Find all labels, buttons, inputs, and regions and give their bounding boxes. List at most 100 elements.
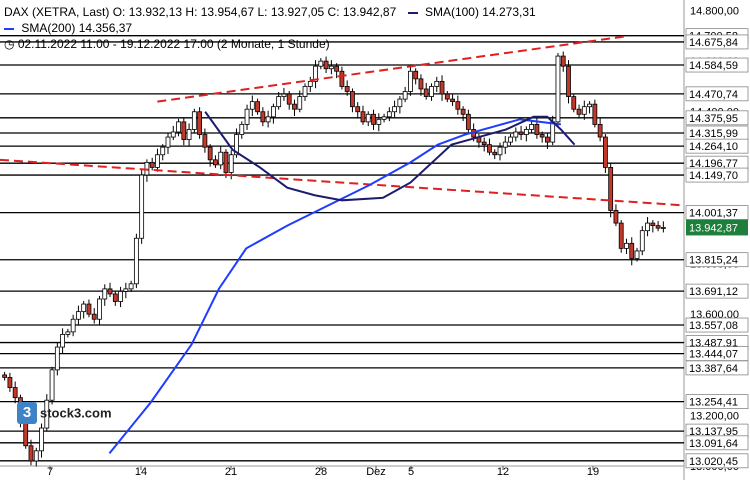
level-label: 14.315,99 <box>689 128 738 140</box>
candle-body <box>408 70 413 92</box>
candle-body <box>587 103 592 108</box>
level-label-box <box>685 283 749 299</box>
candle-body <box>576 108 582 115</box>
candle-body <box>650 222 656 227</box>
logo-text: stock3.com <box>40 405 112 421</box>
candle-body <box>560 55 566 67</box>
candle-body <box>39 427 44 452</box>
candle-body <box>602 136 608 168</box>
candle-body <box>7 377 13 388</box>
candle-body <box>339 70 345 87</box>
candle-body <box>344 86 350 92</box>
candle-body <box>592 103 598 125</box>
candle-body <box>176 121 181 133</box>
candle-body <box>429 86 434 97</box>
candle-body <box>508 136 513 143</box>
level-label: 13.444,07 <box>689 349 738 361</box>
candle-body <box>597 123 603 138</box>
candle-body <box>91 313 97 320</box>
candle-body <box>186 129 192 140</box>
candle-body <box>545 136 550 143</box>
candle-body <box>523 129 529 135</box>
candle-body <box>302 86 308 97</box>
candle-body <box>323 60 329 70</box>
level-label: 13.254,41 <box>689 397 738 409</box>
candle-body <box>350 91 355 108</box>
candle-body <box>54 346 60 371</box>
candle-body <box>318 60 324 67</box>
header-line-1: DAX (XETRA, Last) O: 13.932,13 H: 13.954… <box>4 5 536 19</box>
candle-body <box>639 230 645 252</box>
level-label: 14.196,77 <box>689 158 738 170</box>
candle-body <box>460 108 466 115</box>
candle-body <box>202 134 208 148</box>
candle-body <box>181 121 187 140</box>
candle-body <box>487 144 492 153</box>
candle-body <box>23 420 29 447</box>
x-tick-label: 5 <box>408 466 414 478</box>
level-label-box <box>685 394 749 409</box>
candle-body <box>281 93 287 97</box>
candle-body <box>645 222 650 232</box>
candle-body <box>70 318 76 333</box>
candle-body <box>265 116 271 123</box>
level-label-box <box>685 435 749 451</box>
candle-body <box>165 136 171 148</box>
candle-body <box>629 242 635 259</box>
level-label: 14.584,59 <box>689 60 738 72</box>
candle-body <box>492 151 498 156</box>
candle-body <box>197 111 203 135</box>
x-tick-label: Dez <box>366 466 386 478</box>
candle-body <box>107 288 113 295</box>
candle-body <box>234 134 239 156</box>
level-label-box <box>685 86 749 102</box>
candle-body <box>255 101 260 113</box>
level-label: 13.020,45 <box>689 456 738 468</box>
level-label: 14.675,84 <box>689 37 738 49</box>
level-label: 14.375,95 <box>689 113 738 125</box>
candle-body <box>170 131 176 138</box>
candle-body <box>60 334 66 348</box>
candle-body <box>555 55 561 123</box>
candle-body <box>413 70 419 80</box>
candle-body <box>191 111 197 130</box>
candle-body <box>418 78 424 90</box>
candle-body <box>450 98 455 103</box>
candle-body <box>86 303 92 315</box>
candle-body <box>2 374 8 378</box>
level-label: 13.387,64 <box>689 363 738 375</box>
candle-body <box>334 65 340 72</box>
candle-body <box>608 167 614 211</box>
candle-body <box>307 80 313 87</box>
candle-body <box>613 210 619 224</box>
candle-body <box>207 146 213 161</box>
candle-body <box>328 65 334 70</box>
candle-body <box>149 161 155 168</box>
sma100-line <box>204 111 576 202</box>
level-label: 14.470,74 <box>689 89 738 101</box>
level-label-box <box>685 360 749 376</box>
level-label: 13.557,08 <box>689 320 738 332</box>
candle-body <box>223 151 229 173</box>
sma200-swatch <box>4 27 14 30</box>
candle-body <box>402 91 408 100</box>
x-tick-label: 21 <box>225 466 237 478</box>
stock3-logo-icon: 3 <box>17 402 37 424</box>
candle-body <box>244 108 250 125</box>
date-range: 02.11.2022 11:00 - 19.12.2022 17:00 (2 M… <box>17 37 330 51</box>
candle-body <box>239 123 245 135</box>
header-line-2: SMA(200) 14.356,37 <box>4 21 132 35</box>
candle-body <box>286 93 292 105</box>
candle-body <box>397 98 403 108</box>
level-label: 13.691,12 <box>689 286 738 298</box>
candle-body <box>97 298 102 320</box>
watermark-logo: 3 stock3.com <box>17 402 112 424</box>
y-tick-label: 13.200,00 <box>690 410 739 422</box>
candle-body <box>112 293 118 302</box>
candle-body <box>529 123 535 130</box>
candle-body <box>292 103 297 110</box>
level-label: 14.264,10 <box>689 141 738 153</box>
candle-body <box>376 118 382 125</box>
